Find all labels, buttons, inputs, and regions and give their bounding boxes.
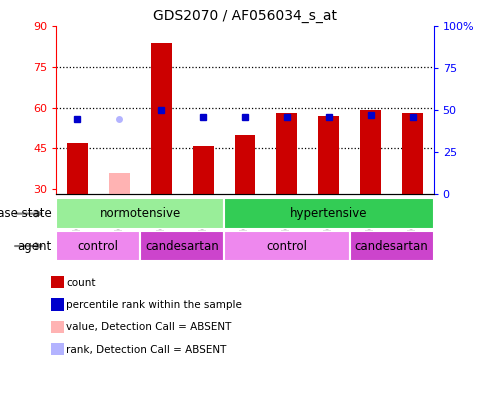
Bar — [109, 173, 130, 194]
Text: percentile rank within the sample: percentile rank within the sample — [66, 300, 242, 310]
Text: control: control — [267, 239, 307, 253]
Bar — [140, 231, 224, 261]
Text: rank, Detection Call = ABSENT: rank, Detection Call = ABSENT — [66, 345, 226, 354]
Bar — [318, 116, 339, 194]
Text: value, Detection Call = ABSENT: value, Detection Call = ABSENT — [66, 322, 231, 332]
Text: candesartan: candesartan — [145, 239, 219, 253]
Text: count: count — [66, 278, 96, 288]
Bar — [67, 143, 88, 194]
Title: GDS2070 / AF056034_s_at: GDS2070 / AF056034_s_at — [153, 9, 337, 23]
Text: agent: agent — [17, 239, 51, 253]
Bar — [151, 43, 171, 194]
Bar — [56, 231, 140, 261]
Bar — [193, 146, 214, 194]
Bar — [235, 135, 255, 194]
Bar — [224, 198, 434, 229]
Text: control: control — [78, 239, 119, 253]
Bar — [224, 231, 350, 261]
Text: candesartan: candesartan — [355, 239, 429, 253]
Bar — [360, 111, 381, 194]
Text: hypertensive: hypertensive — [290, 207, 368, 220]
Text: disease state: disease state — [0, 207, 51, 220]
Bar — [56, 198, 224, 229]
Text: normotensive: normotensive — [99, 207, 181, 220]
Bar — [350, 231, 434, 261]
Bar — [402, 113, 423, 194]
Bar — [276, 113, 297, 194]
